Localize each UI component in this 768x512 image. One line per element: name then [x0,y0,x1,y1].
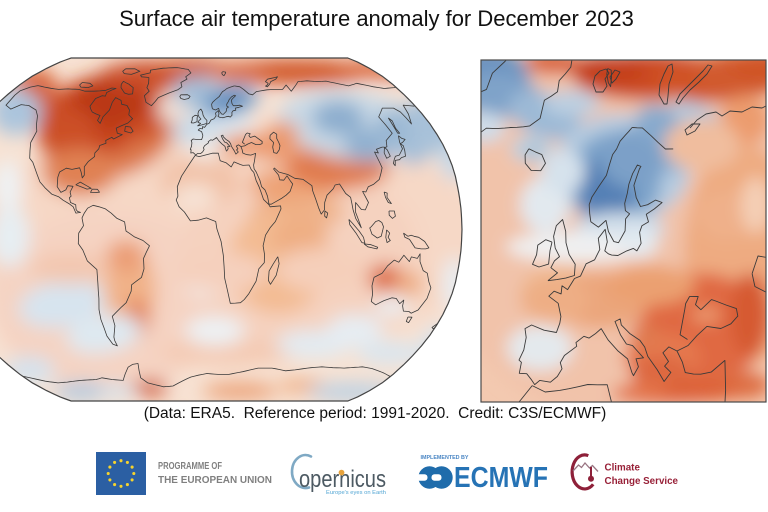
svg-text:PROGRAMME OF: PROGRAMME OF [158,461,222,472]
svg-text:ECMWF: ECMWF [454,462,548,494]
svg-text:THE EUROPEAN UNION: THE EUROPEAN UNION [158,475,272,486]
svg-text:Change Service: Change Service [605,476,679,487]
svg-text:IMPLEMENTED BY: IMPLEMENTED BY [421,455,469,461]
svg-text:Europe's eyes on Earth: Europe's eyes on Earth [326,490,386,496]
svg-text:Climate: Climate [605,463,641,474]
